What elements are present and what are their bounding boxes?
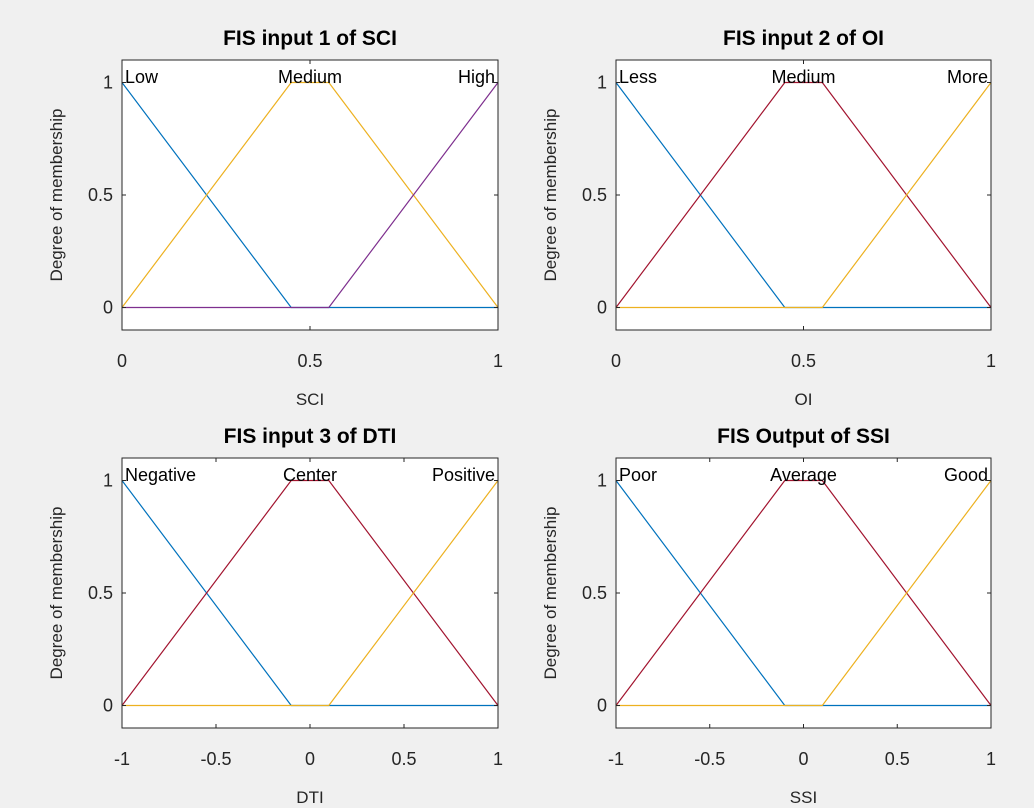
y-tick-label: 0 <box>597 298 607 318</box>
x-tick-label: 1 <box>493 351 503 371</box>
mf-label-less: Less <box>619 67 657 87</box>
y-tick-label: 0 <box>103 298 113 318</box>
mf-label-low: Low <box>125 67 159 87</box>
y-tick-label: 0 <box>103 696 113 716</box>
subplot-1: 0 0.5 1 0 0.5 1 FIS input 1 of SCI SCI Degree of… <box>47 27 503 409</box>
mf-label-average: Average <box>770 465 837 485</box>
subplot-title: FIS input 2 of OI <box>723 27 884 50</box>
y-tick-label: 1 <box>103 73 113 93</box>
membership-line-more <box>616 82 992 309</box>
subplot-3: 0 0.5 1 -1 -0.5 0 0.5 1 FIS input 3 of DTI DTI Deg… <box>47 425 503 807</box>
subplot-title: FIS Output of SSI <box>717 425 890 448</box>
mf-label-negative: Negative <box>125 465 196 485</box>
x-tick-label: 1 <box>986 749 996 769</box>
x-tick-label: 0.5 <box>885 749 910 769</box>
plot-area <box>616 458 991 728</box>
x-tick-label: -1 <box>608 749 624 769</box>
mf-label-poor: Poor <box>619 465 657 485</box>
mf-label-more: More <box>947 67 988 87</box>
y-axis-label: Degree of membership <box>47 507 66 680</box>
plot-area <box>122 60 498 330</box>
y-tick-label: 1 <box>597 73 607 93</box>
y-tick-label: 1 <box>103 471 113 491</box>
x-tick-label: 0.5 <box>391 749 416 769</box>
subplot-2: 0 0.5 1 0 0.5 1 FIS input 2 of OI OI Degree of m… <box>541 27 996 409</box>
mf-label-medium: Medium <box>771 67 835 87</box>
mf-label-medium: Medium <box>278 67 342 87</box>
subplot-4: 0 0.5 1 -1 -0.5 0 0.5 1 FIS Output of SSI SSI Degr… <box>541 425 996 807</box>
y-tick-label: 0.5 <box>582 583 607 603</box>
x-tick-label: 1 <box>986 351 996 371</box>
mf-label-high: High <box>458 67 495 87</box>
membership-line-positive <box>122 480 499 707</box>
x-tick-label: 0.5 <box>297 351 322 371</box>
x-tick-label: 0 <box>798 749 808 769</box>
x-tick-label: 0 <box>305 749 315 769</box>
y-axis-label: Degree of membership <box>47 109 66 282</box>
y-tick-label: 0.5 <box>88 583 113 603</box>
x-tick-label: 0 <box>611 351 621 371</box>
x-axis-label: DTI <box>296 788 323 807</box>
y-tick-label: 0 <box>597 696 607 716</box>
mf-label-good: Good <box>944 465 988 485</box>
y-axis-label: Degree of membership <box>541 109 560 282</box>
plot-area <box>122 458 498 728</box>
membership-line-high <box>122 82 499 309</box>
subplot-title: FIS input 3 of DTI <box>224 425 397 448</box>
membership-line-good <box>616 480 992 707</box>
x-tick-label: -0.5 <box>200 749 231 769</box>
y-tick-label: 0.5 <box>582 185 607 205</box>
y-tick-label: 1 <box>597 471 607 491</box>
x-tick-label: 1 <box>493 749 503 769</box>
x-tick-label: 0.5 <box>791 351 816 371</box>
x-axis-label: OI <box>795 390 813 409</box>
x-tick-label: -1 <box>114 749 130 769</box>
x-axis-label: SSI <box>790 788 817 807</box>
mf-label-positive: Positive <box>432 465 495 485</box>
x-tick-label: -0.5 <box>694 749 725 769</box>
y-axis-label: Degree of membership <box>541 507 560 680</box>
mf-label-center: Center <box>283 465 337 485</box>
subplot-title: FIS input 1 of SCI <box>223 27 397 50</box>
y-tick-label: 0.5 <box>88 185 113 205</box>
x-tick-label: 0 <box>117 351 127 371</box>
x-axis-label: SCI <box>296 390 324 409</box>
plot-area <box>616 60 991 330</box>
